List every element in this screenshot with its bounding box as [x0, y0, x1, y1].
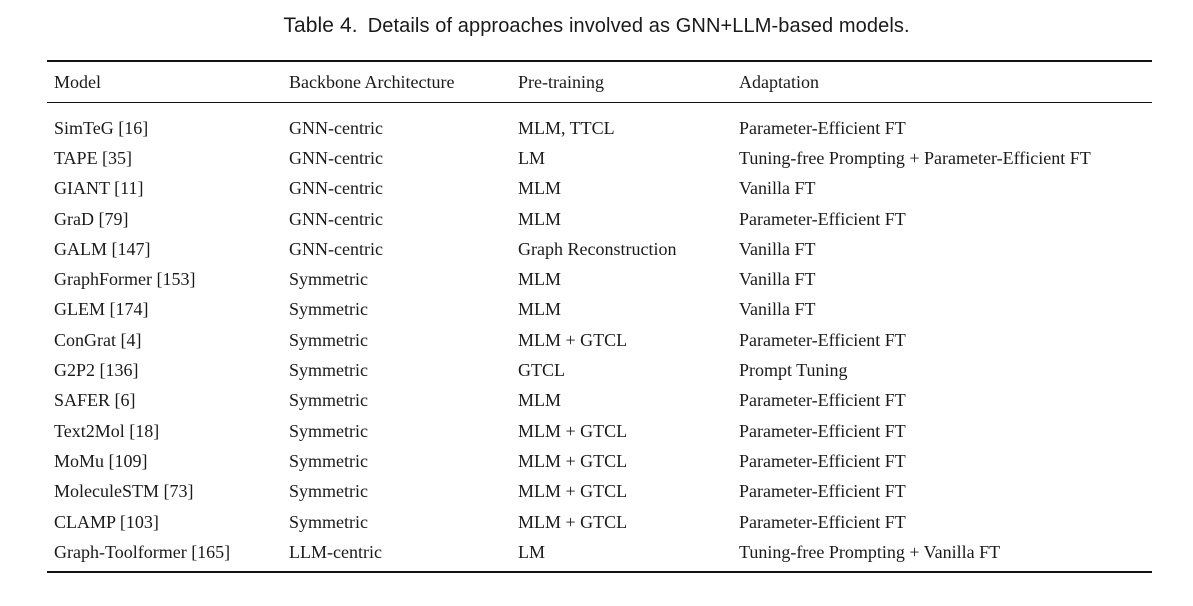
- cell-pre-training: MLM: [518, 269, 562, 290]
- cell-pre-training: MLM + GTCL: [518, 481, 628, 502]
- cell-backbone: Symmetric: [289, 390, 368, 411]
- table-body: SimTeG [16] GNN-centric MLM, TTCL Parame…: [47, 103, 1152, 573]
- cell-adaptation: Parameter-Efficient FT: [739, 390, 906, 411]
- cell-adaptation: Parameter-Efficient FT: [739, 420, 906, 441]
- cell-pre-training: LM: [518, 147, 545, 168]
- cell-adaptation: Parameter-Efficient FT: [739, 208, 906, 229]
- cell-backbone: LLM-centric: [289, 541, 382, 562]
- cell-adaptation: Vanilla FT: [739, 238, 816, 259]
- approaches-table: Model Backbone Architecture Pre-training…: [47, 60, 1152, 573]
- cell-adaptation: Prompt Tuning: [739, 360, 848, 381]
- cell-model: GIANT [11]: [54, 178, 144, 199]
- cell-backbone: Symmetric: [289, 511, 368, 532]
- cell-pre-training: MLM + GTCL: [518, 329, 628, 350]
- table-row: GraD [79] GNN-centric MLM Parameter-Effi…: [47, 204, 1152, 234]
- table-caption-label: Table 4.: [283, 14, 358, 37]
- table-caption: Table 4. Details of approaches involved a…: [0, 14, 1193, 38]
- cell-pre-training: MLM + GTCL: [518, 450, 628, 471]
- cell-backbone: GNN-centric: [289, 178, 383, 199]
- cell-model: G2P2 [136]: [54, 360, 139, 381]
- table-header: Model Backbone Architecture Pre-training…: [47, 61, 1152, 103]
- cell-model: GALM [147]: [54, 238, 151, 259]
- cell-pre-training: MLM: [518, 299, 562, 320]
- header-backbone-architecture: Backbone Architecture: [289, 71, 455, 92]
- cell-model: CLAMP [103]: [54, 511, 159, 532]
- table-row: SAFER [6] Symmetric MLM Parameter-Effici…: [47, 386, 1152, 416]
- cell-backbone: Symmetric: [289, 299, 368, 320]
- cell-pre-training: GTCL: [518, 360, 565, 381]
- cell-model: MoleculeSTM [73]: [54, 481, 194, 502]
- table-row: Text2Mol [18] Symmetric MLM + GTCL Param…: [47, 416, 1152, 446]
- table-row: GLEM [174] Symmetric MLM Vanilla FT: [47, 295, 1152, 325]
- cell-adaptation: Vanilla FT: [739, 269, 816, 290]
- cell-pre-training: LM: [518, 541, 545, 562]
- cell-pre-training: MLM + GTCL: [518, 511, 628, 532]
- cell-pre-training: Graph Reconstruction: [518, 238, 677, 259]
- header-model: Model: [54, 71, 101, 92]
- cell-backbone: Symmetric: [289, 450, 368, 471]
- table-row: GALM [147] GNN-centric Graph Reconstruct…: [47, 234, 1152, 264]
- table-container: Model Backbone Architecture Pre-training…: [47, 60, 1152, 573]
- cell-model: GLEM [174]: [54, 299, 149, 320]
- header-row: Model Backbone Architecture Pre-training…: [47, 61, 1152, 103]
- table-row: GIANT [11] GNN-centric MLM Vanilla FT: [47, 174, 1152, 204]
- cell-pre-training: MLM + GTCL: [518, 420, 628, 441]
- table-caption-text: Details of approaches involved as GNN+LL…: [367, 15, 910, 37]
- cell-model: GraD [79]: [54, 208, 129, 229]
- cell-model: SAFER [6]: [54, 390, 136, 411]
- cell-backbone: GNN-centric: [289, 147, 383, 168]
- table-row: MoleculeSTM [73] Symmetric MLM + GTCL Pa…: [47, 477, 1152, 507]
- cell-pre-training: MLM: [518, 178, 562, 199]
- cell-adaptation: Tuning-free Prompting + Parameter-Effici…: [739, 147, 1091, 168]
- cell-adaptation: Parameter-Efficient FT: [739, 450, 906, 471]
- cell-adaptation: Vanilla FT: [739, 178, 816, 199]
- cell-backbone: GNN-centric: [289, 117, 383, 138]
- cell-model: TAPE [35]: [54, 147, 133, 168]
- cell-adaptation: Tuning-free Prompting + Vanilla FT: [739, 541, 1001, 562]
- cell-model: Graph-Toolformer [165]: [54, 541, 231, 562]
- table-row: GraphFormer [153] Symmetric MLM Vanilla …: [47, 264, 1152, 294]
- cell-model: MoMu [109]: [54, 450, 148, 471]
- cell-backbone: GNN-centric: [289, 208, 383, 229]
- table-row: TAPE [35] GNN-centric LM Tuning-free Pro…: [47, 143, 1152, 173]
- cell-adaptation: Parameter-Efficient FT: [739, 329, 906, 350]
- cell-adaptation: Parameter-Efficient FT: [739, 481, 906, 502]
- cell-model: GraphFormer [153]: [54, 269, 196, 290]
- cell-pre-training: MLM: [518, 390, 562, 411]
- cell-adaptation: Parameter-Efficient FT: [739, 117, 906, 138]
- cell-backbone: GNN-centric: [289, 238, 383, 259]
- cell-backbone: Symmetric: [289, 329, 368, 350]
- table-row: SimTeG [16] GNN-centric MLM, TTCL Parame…: [47, 103, 1152, 144]
- cell-pre-training: MLM, TTCL: [518, 117, 615, 138]
- cell-pre-training: MLM: [518, 208, 562, 229]
- cell-model: Text2Mol [18]: [54, 420, 160, 441]
- table-row: MoMu [109] Symmetric MLM + GTCL Paramete…: [47, 446, 1152, 476]
- header-pre-training: Pre-training: [518, 71, 604, 92]
- cell-backbone: Symmetric: [289, 481, 368, 502]
- table-row: Graph-Toolformer [165] LLM-centric LM Tu…: [47, 537, 1152, 573]
- table-row: CLAMP [103] Symmetric MLM + GTCL Paramet…: [47, 507, 1152, 537]
- cell-backbone: Symmetric: [289, 269, 368, 290]
- cell-model: SimTeG [16]: [54, 117, 149, 138]
- cell-model: ConGrat [4]: [54, 329, 142, 350]
- cell-backbone: Symmetric: [289, 420, 368, 441]
- cell-adaptation: Vanilla FT: [739, 299, 816, 320]
- table-row: ConGrat [4] Symmetric MLM + GTCL Paramet…: [47, 325, 1152, 355]
- cell-adaptation: Parameter-Efficient FT: [739, 511, 906, 532]
- header-adaptation: Adaptation: [739, 71, 819, 92]
- cell-backbone: Symmetric: [289, 360, 368, 381]
- table-row: G2P2 [136] Symmetric GTCL Prompt Tuning: [47, 355, 1152, 385]
